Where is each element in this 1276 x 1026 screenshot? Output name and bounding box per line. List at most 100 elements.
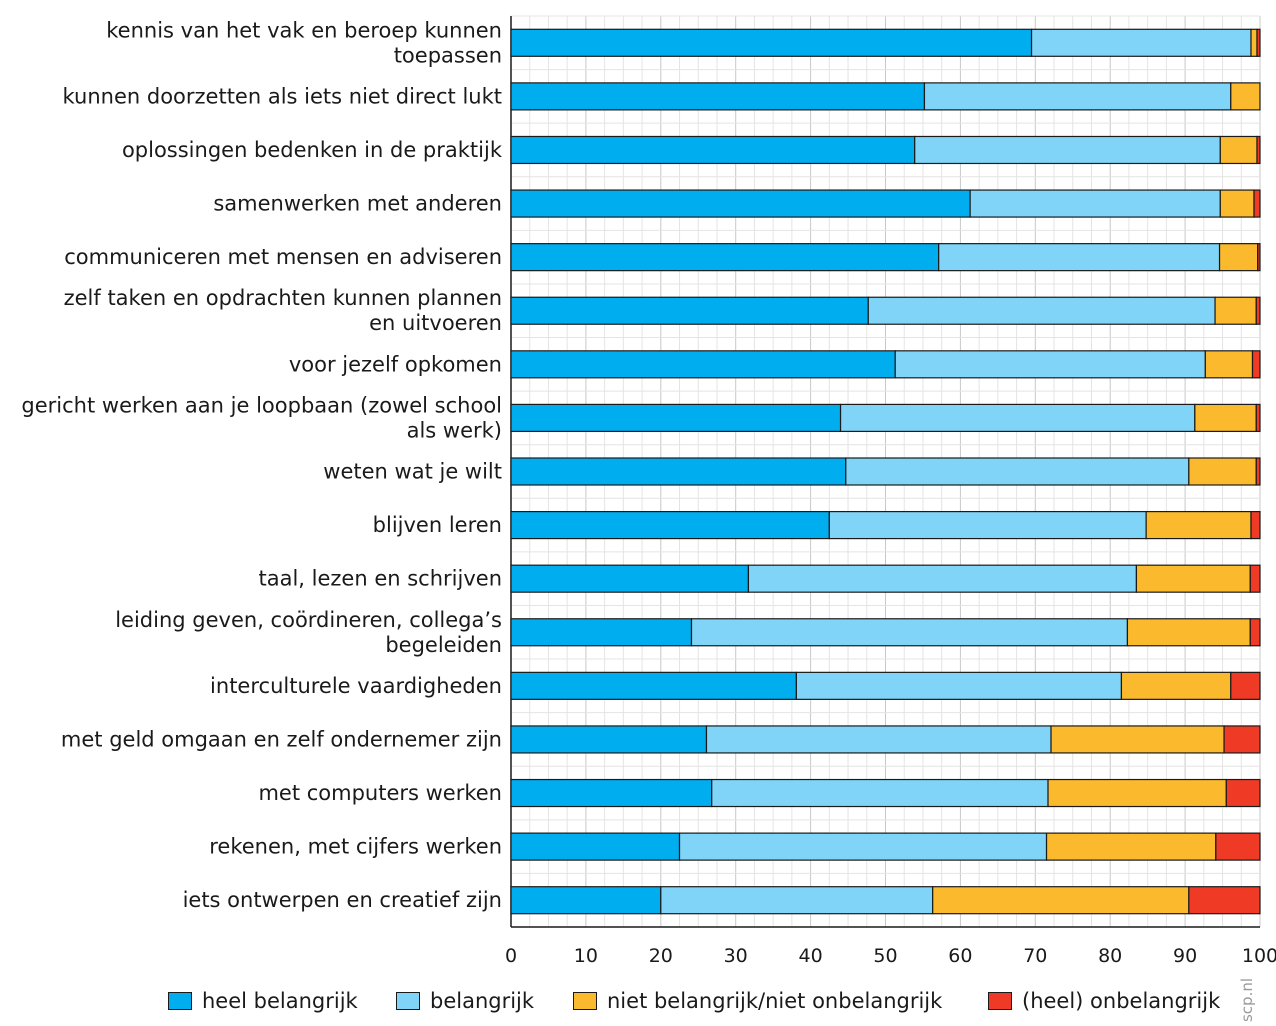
x-tick-label: 40 — [799, 945, 823, 967]
category-label-line: kennis van het vak en beroep kunnen — [106, 18, 502, 42]
bar-segment-2 — [690, 618, 1129, 647]
category-label-line: kunnen doorzetten als iets niet direct l… — [63, 84, 502, 108]
bars — [510, 28, 1261, 915]
bar-segment-1 — [510, 510, 830, 540]
bar-segment-4 — [1257, 243, 1261, 272]
category-label-line: zelf taken en opdrachten kunnen plannen — [64, 286, 502, 310]
watermark: scp.nl — [1238, 977, 1256, 1023]
bar-segment-2 — [828, 510, 1147, 540]
category-label-line: communiceren met mensen en adviseren — [64, 245, 502, 269]
category-label-line: interculturele vaardigheden — [210, 674, 502, 698]
category-label-line: taal, lezen en schrijven — [259, 567, 503, 591]
x-axis-ticks: 0 10 20 30 40 50 60 70 80 90 100 — [505, 945, 1276, 967]
category-label: samenwerken met anderen — [213, 192, 502, 216]
bar-segment-4 — [1255, 457, 1261, 486]
bar-segment-1 — [510, 457, 847, 486]
category-label-line: begeleiden — [385, 633, 502, 657]
bar-segment-4 — [1249, 564, 1261, 593]
category-label-line: blijven leren — [373, 513, 502, 537]
bar-segment-3 — [1250, 28, 1258, 57]
bar-segment-2 — [938, 243, 1221, 272]
category-label: rekenen, met cijfers werken — [209, 835, 502, 859]
bar-segment-2 — [1030, 28, 1252, 57]
stacked-bar-chart: kennis van het vak en beroep kunnen toepa… — [21, 15, 1276, 967]
legend-label: heel belangrijk — [202, 989, 358, 1013]
legend-item-heel-belangrijk: heel belangrijk — [168, 989, 358, 1013]
bar-segment-1 — [510, 725, 708, 754]
bar-segment-3 — [1188, 457, 1257, 486]
bar-segment-4 — [1251, 350, 1261, 379]
bar-segment-3 — [1120, 671, 1232, 700]
bar-segment-1 — [510, 296, 869, 325]
category-label-line: gericht werken aan je loopbaan (zowel sc… — [21, 393, 502, 417]
bar-segment-3 — [1045, 832, 1217, 861]
bar-segment-2 — [845, 457, 1190, 486]
category-label: met computers werken — [258, 781, 502, 805]
bar-segment-3 — [1047, 778, 1227, 808]
category-label-line: toepassen — [394, 43, 502, 67]
bar-segment-1 — [510, 403, 842, 433]
category-label: oplossingen bedenken in de praktijk — [122, 138, 503, 162]
category-label-line: weten wat je wilt — [323, 460, 502, 484]
bar-segment-2 — [914, 135, 1221, 165]
bar-segment-1 — [510, 82, 926, 111]
bar-segment-2 — [795, 671, 1123, 700]
category-label: gericht werken aan je loopbaan (zowel sc… — [21, 393, 502, 442]
bar-segment-1 — [510, 135, 916, 165]
x-tick-label: 50 — [873, 945, 897, 967]
bar-segment-3 — [1230, 82, 1261, 111]
bar-segment-4 — [1225, 778, 1261, 808]
bar-segment-3 — [1219, 135, 1258, 165]
category-label: kennis van het vak en beroep kunnen toepa… — [106, 18, 502, 67]
bar-segment-1 — [510, 243, 940, 272]
category-label: interculturele vaardigheden — [210, 674, 502, 698]
category-label-line: rekenen, met cijfers werken — [209, 835, 502, 859]
category-label-line: iets ontwerpen en creatief zijn — [183, 888, 502, 912]
bar-segment-4 — [1249, 618, 1261, 647]
bar-segment-3 — [1050, 725, 1225, 754]
legend-swatch — [573, 992, 597, 1010]
bar-segment-3 — [1218, 243, 1259, 272]
bar-segment-4 — [1250, 510, 1261, 540]
bar-segment-3 — [1204, 350, 1254, 379]
bar-segment-2 — [705, 725, 1052, 754]
category-label-line: en uitvoeren — [369, 311, 502, 335]
category-label: communiceren met mensen en adviseren — [64, 245, 502, 269]
bar-segment-4 — [1256, 135, 1261, 165]
bar-segment-2 — [839, 403, 1196, 433]
bar-segment-1 — [510, 564, 750, 593]
bar-segment-1 — [510, 189, 971, 218]
x-tick-label: 70 — [1023, 945, 1047, 967]
bar-segment-1 — [510, 886, 662, 915]
bar-segment-1 — [510, 832, 681, 861]
bar-segment-2 — [747, 564, 1138, 593]
legend: heel belangrijk belangrijk niet belangri… — [0, 985, 1276, 1025]
bar-segment-4 — [1230, 671, 1261, 700]
legend-swatch — [168, 992, 192, 1010]
category-label: leiding geven, coördineren, collega’s beg… — [115, 608, 502, 657]
bar-segment-1 — [510, 671, 797, 700]
category-label-line: voor jezelf opkomen — [289, 352, 502, 376]
category-label-line: oplossingen bedenken in de praktijk — [122, 138, 503, 162]
bar-segment-2 — [867, 296, 1216, 325]
bar-segment-3 — [1126, 618, 1251, 647]
category-label: taal, lezen en schrijven — [259, 567, 503, 591]
bar-segment-4 — [1255, 296, 1261, 325]
category-label: met geld omgaan en zelf ondernemer zijn — [61, 727, 502, 751]
bar-segment-2 — [678, 832, 1048, 861]
x-tick-label: 20 — [649, 945, 673, 967]
x-tick-label: 60 — [948, 945, 972, 967]
bar-segment-4 — [1256, 28, 1261, 57]
x-tick-label: 0 — [505, 945, 517, 967]
category-label-line: met computers werken — [258, 781, 502, 805]
bar-segment-4 — [1253, 189, 1261, 218]
bar-segment-3 — [1135, 564, 1251, 593]
bar-segment-4 — [1223, 725, 1261, 754]
category-label-line: samenwerken met anderen — [213, 192, 502, 216]
category-label-line: als werk) — [407, 418, 502, 442]
legend-swatch — [396, 992, 420, 1010]
x-tick-label: 10 — [574, 945, 598, 967]
legend-label: (heel) onbelangrijk — [1022, 989, 1221, 1013]
bar-segment-1 — [510, 778, 713, 808]
bar-segment-4 — [1255, 403, 1261, 433]
